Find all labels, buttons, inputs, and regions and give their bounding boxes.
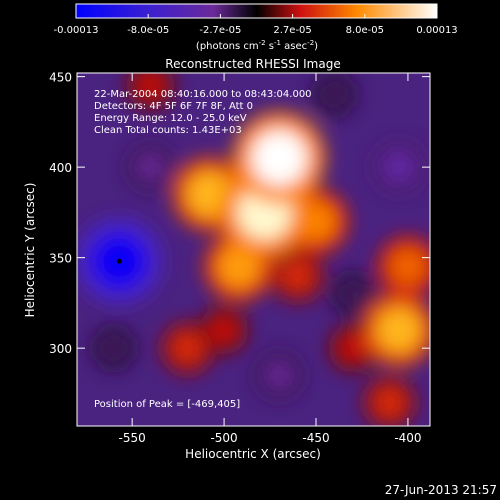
- annotation-line: 22-Mar-2004 08:40:16.000 to 08:43:04.000: [94, 89, 312, 100]
- heatmap-source: [136, 73, 165, 100]
- colorbar-tick-label: 0.00013: [416, 25, 457, 36]
- peak-label: Position of Peak = [-469,405]: [94, 399, 240, 410]
- colorbar-tick-label: -2.7e-05: [199, 25, 241, 36]
- annotation-line: Energy Range: 12.0 - 25.0 keV: [94, 113, 247, 124]
- peak-marker: [116, 258, 122, 264]
- heatmap-source: [282, 260, 314, 292]
- heatmap-source: [217, 245, 260, 288]
- colorbar-units: (photons cm-2 s-1 asec-2): [196, 39, 318, 52]
- chart-title: Reconstructed RHESSI Image: [165, 57, 340, 71]
- colorbar-gradient: [75, 3, 438, 19]
- heatmap-source: [389, 248, 427, 286]
- heatmap-source: [101, 335, 127, 361]
- x-tick-label: -550: [119, 431, 146, 445]
- heatmap-source: [251, 130, 308, 187]
- colorbar-ticks: -0.00013 -8.0e-05 -2.7e-05 2.7e-05 8.0e-05 0.…: [54, 14, 458, 36]
- heatmap-source: [136, 152, 165, 182]
- annotations: 22-Mar-2004 08:40:16.000 to 08:43:04.000…: [94, 89, 312, 136]
- x-tick-label: -400: [394, 431, 421, 445]
- heatmap-source: [374, 386, 406, 419]
- x-tick-label: -500: [210, 431, 237, 445]
- annotation-line: Detectors: 4F 5F 6F 7F 8F, Att 0: [94, 101, 253, 112]
- timestamp: 27-Jun-2013 21:57: [385, 483, 497, 497]
- heatmap-source: [338, 334, 367, 363]
- y-axis-label: Heliocentric Y (arcsec): [23, 183, 37, 318]
- heatmap-source: [321, 81, 348, 108]
- colorbar-tick-label: 8.0e-05: [346, 25, 384, 36]
- heatmap-source: [376, 307, 422, 353]
- heatmap-source: [383, 151, 415, 183]
- x-axis-label: Heliocentric X (arcsec): [185, 447, 321, 461]
- heatmap-source: [265, 361, 294, 390]
- y-tick-label: 450: [49, 71, 72, 85]
- colorbar-tick-label: -8.0e-05: [127, 25, 169, 36]
- y-tick-label: 350: [49, 252, 72, 266]
- heatmap-source: [171, 332, 203, 364]
- colorbar-tick-label: -0.00013: [54, 25, 99, 36]
- axis-ticks: -550 -500 -450 -400 300 350 400 450: [49, 71, 430, 445]
- heatmap-source: [340, 281, 366, 307]
- x-tick-label: -450: [302, 431, 329, 445]
- plot-frame: [76, 72, 431, 427]
- y-tick-label: 400: [49, 161, 72, 175]
- y-tick-label: 300: [49, 342, 72, 356]
- colorbar: -0.00013 -8.0e-05 -2.7e-05 2.7e-05 8.0e-05 0.…: [54, 3, 458, 52]
- colorbar-tick-label: 2.7e-05: [273, 25, 311, 36]
- heatmap-sources: [77, 73, 430, 426]
- heatmap-source: [209, 315, 239, 345]
- annotation-line: Clean Total counts: 1.43E+03: [94, 125, 242, 136]
